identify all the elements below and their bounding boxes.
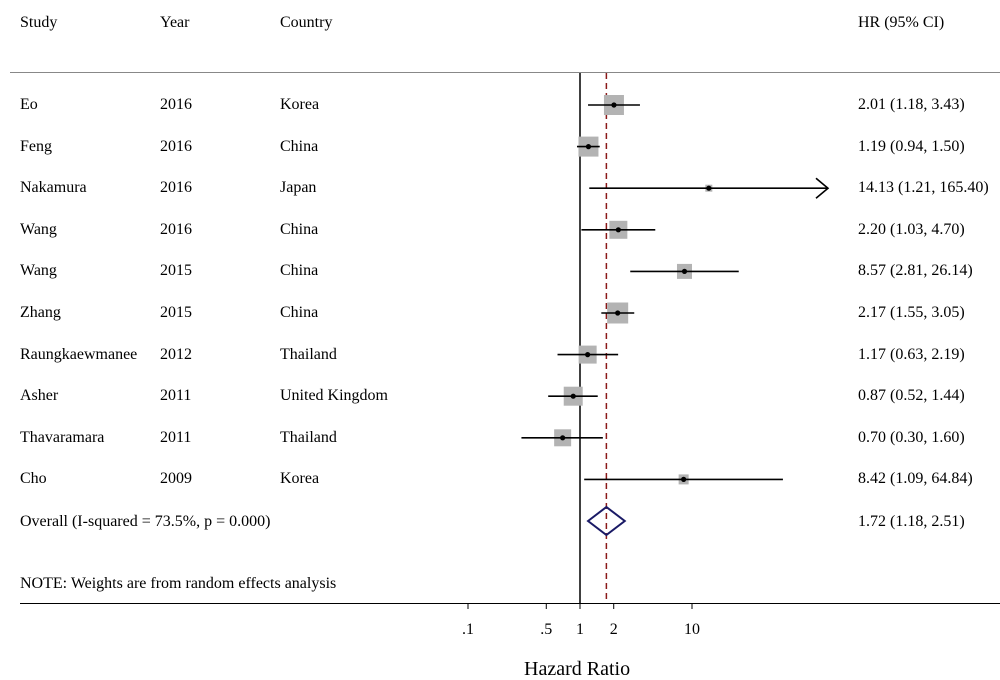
overall-hr-label: 1.72 (1.18, 2.51) [858,513,965,530]
x-tick-label: .5 [540,621,553,638]
ci-arrow [815,177,830,199]
row-year: 2011 [160,428,192,446]
x-axis-title: Hazard Ratio [524,658,631,680]
row-hr-label: 1.19 (0.94, 1.50) [858,137,965,155]
study-point [585,352,591,358]
row-year: 2016 [160,137,192,155]
row-hr-label: 1.17 (0.63, 2.19) [858,345,965,363]
row-study: Eo [20,96,38,113]
row-study: Thavaramara [20,428,105,446]
row-year: 2016 [160,179,192,197]
note: NOTE: Weights are from random effects an… [20,575,337,592]
header-country: Country [280,14,333,31]
x-tick-label: 2 [609,621,618,638]
header-study: Study [20,14,58,31]
overall-diamond [586,505,627,537]
row-country: Japan [280,179,317,197]
row-study: Asher [20,387,59,405]
row-hr-label: 2.20 (1.03, 4.70) [858,220,965,238]
row-country: Thailand [280,428,337,446]
row-hr-label: 8.57 (2.81, 26.14) [858,262,973,280]
row-year: 2009 [160,470,192,488]
row-study: Raungkaewmanee [20,345,138,363]
header-hr: HR (95% CI) [858,14,945,31]
study-point [615,227,621,233]
study-point [560,435,566,441]
row-hr-label: 0.87 (0.52, 1.44) [858,387,965,405]
row-country: China [280,262,319,280]
overall-label: Overall (I-squared = 73.5%, p = 0.000) [20,513,271,530]
x-tick-label: 10 [684,621,700,638]
row-hr-label: 0.70 (0.30, 1.60) [858,428,965,446]
study-point [706,185,712,191]
study-point [570,393,576,399]
row-study: Cho [20,470,47,488]
x-tick-label: .1 [462,621,474,638]
row-year: 2015 [160,304,192,321]
row-country: United Kingdom [280,387,388,405]
study-point [611,102,617,108]
row-hr-label: 8.42 (1.09, 64.84) [858,470,973,488]
row-study: Wang [20,220,57,238]
study-point [681,476,687,482]
row-hr-label: 14.13 (1.21, 165.40) [858,179,989,197]
row-year: 2015 [160,262,192,280]
row-country: China [280,137,319,155]
row-year: 2016 [160,96,192,113]
x-tick-label: 1 [576,621,584,638]
row-study: Zhang [20,304,61,321]
row-year: 2011 [160,387,192,405]
study-point [615,310,621,316]
row-study: Nakamura [20,179,87,197]
row-hr-label: 2.17 (1.55, 3.05) [858,304,965,321]
row-country: China [280,304,319,321]
row-country: China [280,220,319,238]
row-study: Wang [20,262,57,280]
study-point [681,268,688,274]
row-study: Feng [20,137,52,155]
row-country: Thailand [280,345,337,363]
row-hr-label: 2.01 (1.18, 3.43) [858,96,965,113]
study-point [585,144,592,150]
header-year: Year [160,14,190,31]
row-country: Korea [280,470,320,488]
row-year: 2016 [160,220,192,238]
row-country: Korea [280,96,320,113]
row-year: 2012 [160,345,192,363]
